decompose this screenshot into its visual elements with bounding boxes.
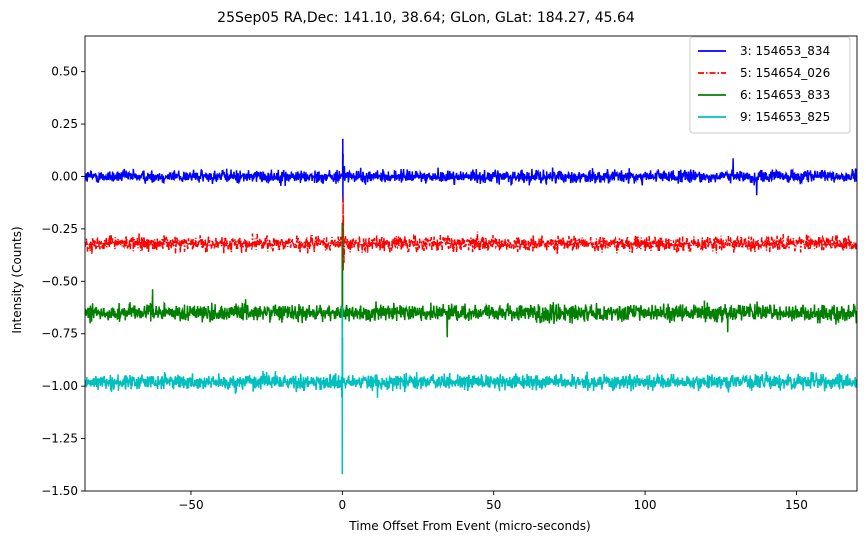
y-tick-label: −1.00 xyxy=(41,379,78,393)
series-line-2 xyxy=(85,222,857,376)
y-tick-label: −1.25 xyxy=(41,432,78,446)
series-line-3 xyxy=(85,306,857,475)
x-tick-label: 100 xyxy=(634,498,657,512)
legend-entry-label: 9: 154653_825 xyxy=(740,110,830,124)
legend-entry-label: 6: 154653_833 xyxy=(740,88,830,102)
series-line-0 xyxy=(85,138,857,202)
x-tick-label: 0 xyxy=(339,498,347,512)
series-line-1 xyxy=(85,197,857,271)
axes: −50 0 50 100 150 0.50 0.25 0.00 −0.25 −0.50 −0.75 −… xyxy=(41,35,858,512)
chart-title: 25Sep05 RA,Dec: 141.10, 38.64; GLon, GLa… xyxy=(217,10,635,26)
legend-entry-label: 3: 154653_834 xyxy=(740,44,830,58)
legend-entry-label: 5: 154654_026 xyxy=(740,66,830,80)
y-tick-label: −1.50 xyxy=(41,484,78,498)
axes-frame xyxy=(84,35,858,492)
legend-box xyxy=(689,36,851,134)
x-tick-label: −50 xyxy=(178,498,203,512)
y-tick-label: −0.75 xyxy=(41,327,78,341)
y-tick-label: 0.00 xyxy=(51,169,78,183)
y-tick-label: 0.25 xyxy=(51,117,78,131)
x-tick-label: 50 xyxy=(486,498,501,512)
y-tick-label: −0.25 xyxy=(41,222,78,236)
y-tick-label: −0.50 xyxy=(41,274,78,288)
y-axis-label: Intensity (Counts) xyxy=(10,226,24,333)
x-axis-label: Time Offset From Event (micro-seconds) xyxy=(348,519,590,533)
x-tick-label: 150 xyxy=(785,498,808,512)
plot-area xyxy=(85,138,857,475)
y-tick-label: 0.50 xyxy=(51,65,78,79)
legend: 3: 154653_834 5: 154654_026 6: 154653_833 9… xyxy=(689,36,851,134)
